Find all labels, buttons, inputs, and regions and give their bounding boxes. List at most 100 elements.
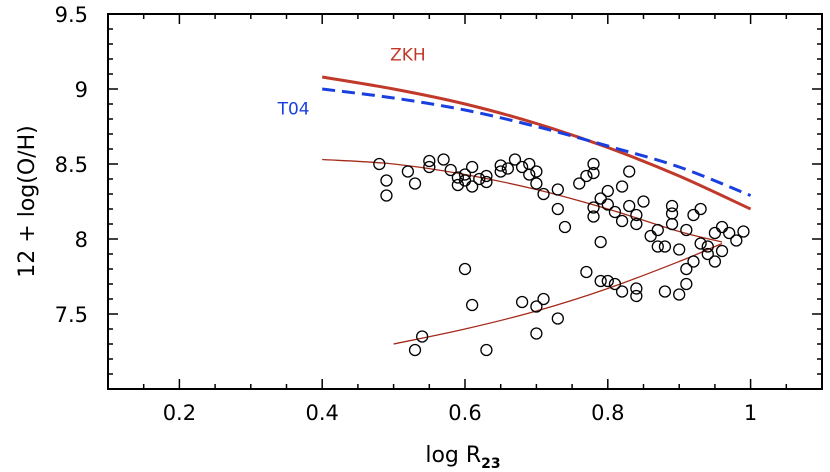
x-tick-label: 0.6 [448,401,481,425]
data-point [494,159,507,172]
data-point [694,202,707,216]
data-point [380,189,393,202]
data-point [530,177,543,190]
data-point [708,226,722,240]
data-point [644,229,657,243]
data-point [708,255,722,268]
data-point [630,289,643,303]
data-point [658,285,672,298]
data-point [623,199,636,213]
data-point [637,195,650,208]
data-point [480,343,493,357]
data-point [523,168,536,181]
x-tick-label: 0.4 [305,401,338,425]
curve-label-t04: T04 [277,100,310,120]
data-point [551,202,564,216]
data-point [465,180,479,193]
data-point [673,288,686,301]
data-point [673,243,686,256]
data-point [451,171,465,184]
data-point [580,169,593,183]
data-point [715,244,729,258]
data-point [601,274,614,288]
data-point [573,177,586,190]
data-point [401,165,415,178]
data-point [587,210,600,223]
series-line-lower-branch-fit [393,242,723,345]
curves-layer [321,75,752,345]
data-point [587,201,600,214]
data-point [373,157,386,171]
data-point [530,300,543,313]
data-point [594,192,607,205]
data-point [687,255,700,268]
ticks-layer [107,13,823,390]
data-point [458,168,472,181]
data-point [680,277,693,291]
data-point [587,166,600,180]
data-point [480,169,493,183]
x-axis-title-subscript: 23 [481,456,500,472]
data-point [651,240,664,253]
labels-layer: 0.2 0.4 0.6 0.8 1 7.5 8 8.5 9 9.5 ZKH T04 [55,3,758,425]
data-point [651,223,664,237]
data-point [594,235,607,249]
data-point [473,172,486,186]
data-point [694,237,707,250]
data-point [630,282,643,295]
data-point [580,265,593,279]
data-point [530,327,543,340]
data-point [701,240,714,253]
data-point [630,208,643,222]
data-point [687,208,700,222]
data-point [715,220,729,234]
data-point [701,247,714,261]
data-point [437,153,450,166]
data-point [594,274,607,288]
y-tick-label: 8 [75,228,88,252]
data-point [665,207,679,220]
data-point [515,295,529,309]
data-point [658,240,672,253]
data-point [423,160,436,174]
plot-frame [107,13,823,390]
data-point [558,220,572,234]
y-tick-label: 7.5 [55,303,88,327]
data-point [680,223,693,237]
x-tick-label: 0.2 [163,401,196,425]
data-point [537,292,550,306]
x-tick-label: 0.8 [591,401,624,425]
data-point [458,174,472,187]
data-point [408,343,422,357]
data-point [601,198,614,211]
curve-label-zkh: ZKH [390,46,426,66]
data-point [601,184,614,198]
data-point [501,162,514,175]
data-point [423,154,436,168]
data-point [458,262,472,276]
data-point [615,285,629,298]
data-point [608,277,622,291]
x-axis-title-main: log R [425,443,481,468]
data-point [615,180,629,193]
data-point [380,174,393,187]
data-point [737,225,750,238]
data-point [623,165,636,178]
data-point [665,199,679,213]
data-point [451,178,465,192]
data-point [551,312,564,325]
data-point [480,175,493,189]
data-point [444,163,457,177]
data-point [408,177,422,190]
data-point [587,157,600,171]
data-point [537,187,550,201]
series-line-t04 [322,87,752,197]
data-point [465,298,479,312]
data-point [494,165,507,178]
data-point [680,262,693,276]
y-axis-title: 12 + log(O/H) [15,125,40,277]
x-axis-title: log R23 [425,443,500,472]
data-point [730,234,743,247]
y-tick-label: 9 [75,78,88,102]
